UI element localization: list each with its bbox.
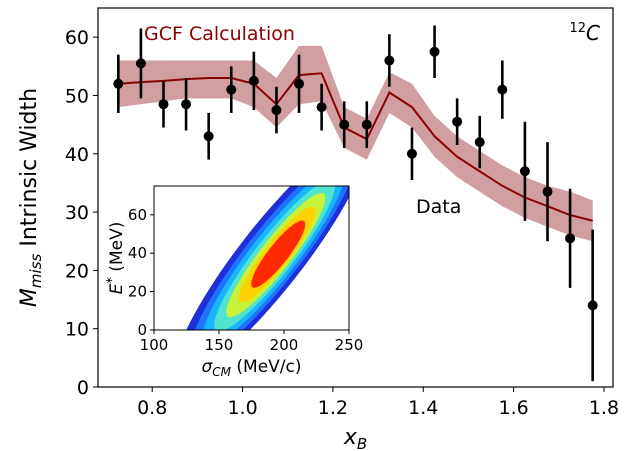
y-tick-label: 20: [65, 260, 89, 282]
data-point: [158, 99, 169, 110]
nucleus-label: 12C: [569, 21, 600, 45]
data-point: [452, 116, 463, 127]
y-tick-label: 10: [65, 319, 89, 341]
y-axis-label-main: M: [17, 288, 42, 307]
main-plot-frame: [97, 7, 614, 388]
data-point: [135, 58, 146, 69]
inset-plot-frame: [153, 185, 350, 331]
calc-legend-label: GCF Calculation: [144, 23, 295, 45]
data-point: [361, 119, 372, 130]
data-point: [181, 99, 192, 110]
contour-level-6: [251, 220, 306, 288]
y-tick-label: 50: [65, 85, 89, 107]
inset-x-axis-label-main: σ: [201, 357, 213, 377]
x-tick-label: 0.8: [137, 397, 167, 419]
inset-x-axis-label-sub: CM: [212, 365, 231, 379]
data-point: [339, 119, 350, 130]
y-axis-label-sub: miss: [27, 253, 45, 288]
inset-x-axis-label-rest: (MeV/c): [231, 357, 302, 377]
inset-contours: [175, 186, 349, 330]
inset-x-tick-label: 150: [205, 336, 234, 354]
data-point: [113, 78, 124, 89]
x-tick-label: 1.8: [589, 397, 619, 419]
data-point: [271, 105, 282, 116]
inset-x-tick-label: 250: [335, 336, 364, 354]
main-chart: 0.8 1.0 1.2 1.4 1.6 1.8 0 10 20 30 40 50 60 xB Mmiss I…: [17, 7, 619, 451]
data-point: [429, 46, 440, 57]
data-point: [203, 131, 214, 142]
inset-y-tick-label: 20: [128, 283, 147, 301]
data-point: [226, 84, 237, 95]
inset-y-axis-label: E* (MeV): [105, 222, 127, 295]
data-point: [542, 186, 553, 197]
data-point: [294, 78, 305, 89]
x-axis-label-sub: B: [357, 435, 367, 451]
x-tick-label: 1.6: [499, 397, 529, 419]
data-point: [406, 148, 417, 159]
data-point: [384, 55, 395, 66]
inset-y-tick-label: 40: [128, 244, 147, 262]
calc-uncertainty-band: [118, 45, 593, 242]
x-tick-label: 1.4: [408, 397, 438, 419]
data-point: [497, 84, 508, 95]
y-axis-label: Mmiss Intrinsic Width: [17, 88, 45, 307]
inset-y-axis-label-sup: *: [105, 277, 120, 284]
nucleus-label-base: C: [586, 21, 600, 45]
y-axis-label-rest: Intrinsic Width: [17, 88, 42, 254]
data-point: [565, 233, 576, 244]
calc-line: [118, 72, 593, 222]
x-tick-label: 1.0: [227, 397, 257, 419]
inset-y-axis-label-rest: (MeV): [107, 222, 127, 277]
data-point: [519, 166, 530, 177]
inset-x-tick-label: 100: [140, 336, 169, 354]
data-point: [316, 102, 327, 113]
data-point: [587, 300, 598, 311]
data-point: [248, 75, 259, 86]
x-axis-label-main: x: [343, 425, 358, 450]
nucleus-label-sup: 12: [569, 21, 586, 36]
x-tick-label: 1.2: [318, 397, 348, 419]
y-tick-label: 30: [65, 202, 89, 224]
inset-x-axis-label: σCM (MeV/c): [201, 357, 301, 379]
inset-y-tick-label: 60: [128, 206, 147, 224]
data-legend-label: Data: [416, 196, 461, 218]
y-tick-label: 0: [77, 377, 89, 399]
y-tick-label: 40: [65, 144, 89, 166]
inset-y-axis-label-main: E: [107, 283, 127, 294]
x-axis-label: xB: [343, 425, 367, 451]
inset-y-tick-label: 0: [137, 321, 147, 339]
inset-x-tick-label: 200: [270, 336, 299, 354]
inset-chart: 100 150 200 250 0 20 40 60 σCM (MeV/c) E* (MeV): [102, 178, 364, 380]
y-tick-label: 60: [65, 27, 89, 49]
data-point: [474, 137, 485, 148]
